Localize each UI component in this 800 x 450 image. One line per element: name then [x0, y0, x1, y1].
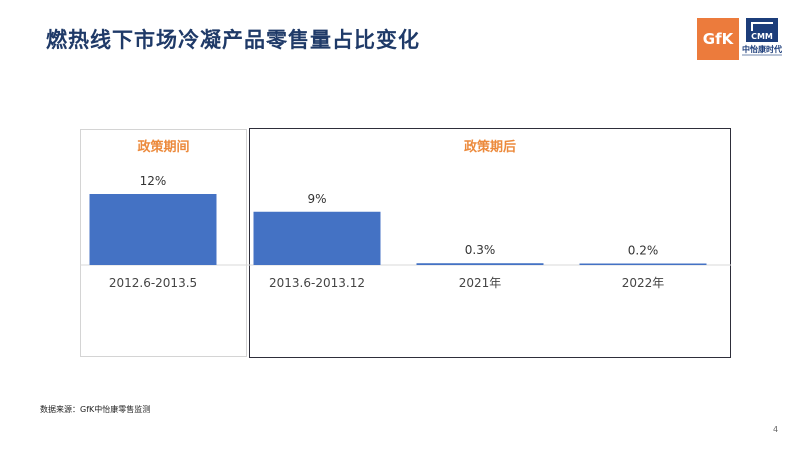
data-label-1: 9%: [307, 192, 326, 206]
policy-after-header: 政策期后: [463, 140, 516, 155]
cmm-logo-mark: CMM: [746, 18, 778, 42]
bar-1: [253, 211, 381, 265]
data-source-note: 数据来源：GfK中怡康零售监测: [40, 405, 151, 414]
gfk-logo: GfK: [697, 18, 739, 60]
policy-during-header: 政策期间: [137, 140, 190, 155]
category-label-1: 2013.6-2013.12: [269, 276, 365, 290]
data-label-3: 0.2%: [628, 244, 659, 258]
bar-0: [89, 194, 217, 265]
bar-3: [579, 263, 707, 265]
category-label-2: 2021年: [459, 276, 502, 290]
category-label-0: 2012.6-2013.5: [109, 276, 197, 290]
category-label-3: 2022年: [622, 276, 665, 290]
page-number: 4: [773, 425, 779, 434]
cmm-logo-rule: [742, 54, 782, 56]
bar-2: [416, 263, 544, 265]
data-label-2: 0.3%: [465, 243, 496, 257]
data-label-0: 12%: [140, 174, 167, 188]
cmm-logo-chinese: 中怡康时代: [742, 45, 782, 54]
cmm-logo: CMM 中怡康时代: [742, 18, 782, 60]
slide-title: 燃热线下市场冷凝产品零售量占比变化: [46, 28, 420, 52]
